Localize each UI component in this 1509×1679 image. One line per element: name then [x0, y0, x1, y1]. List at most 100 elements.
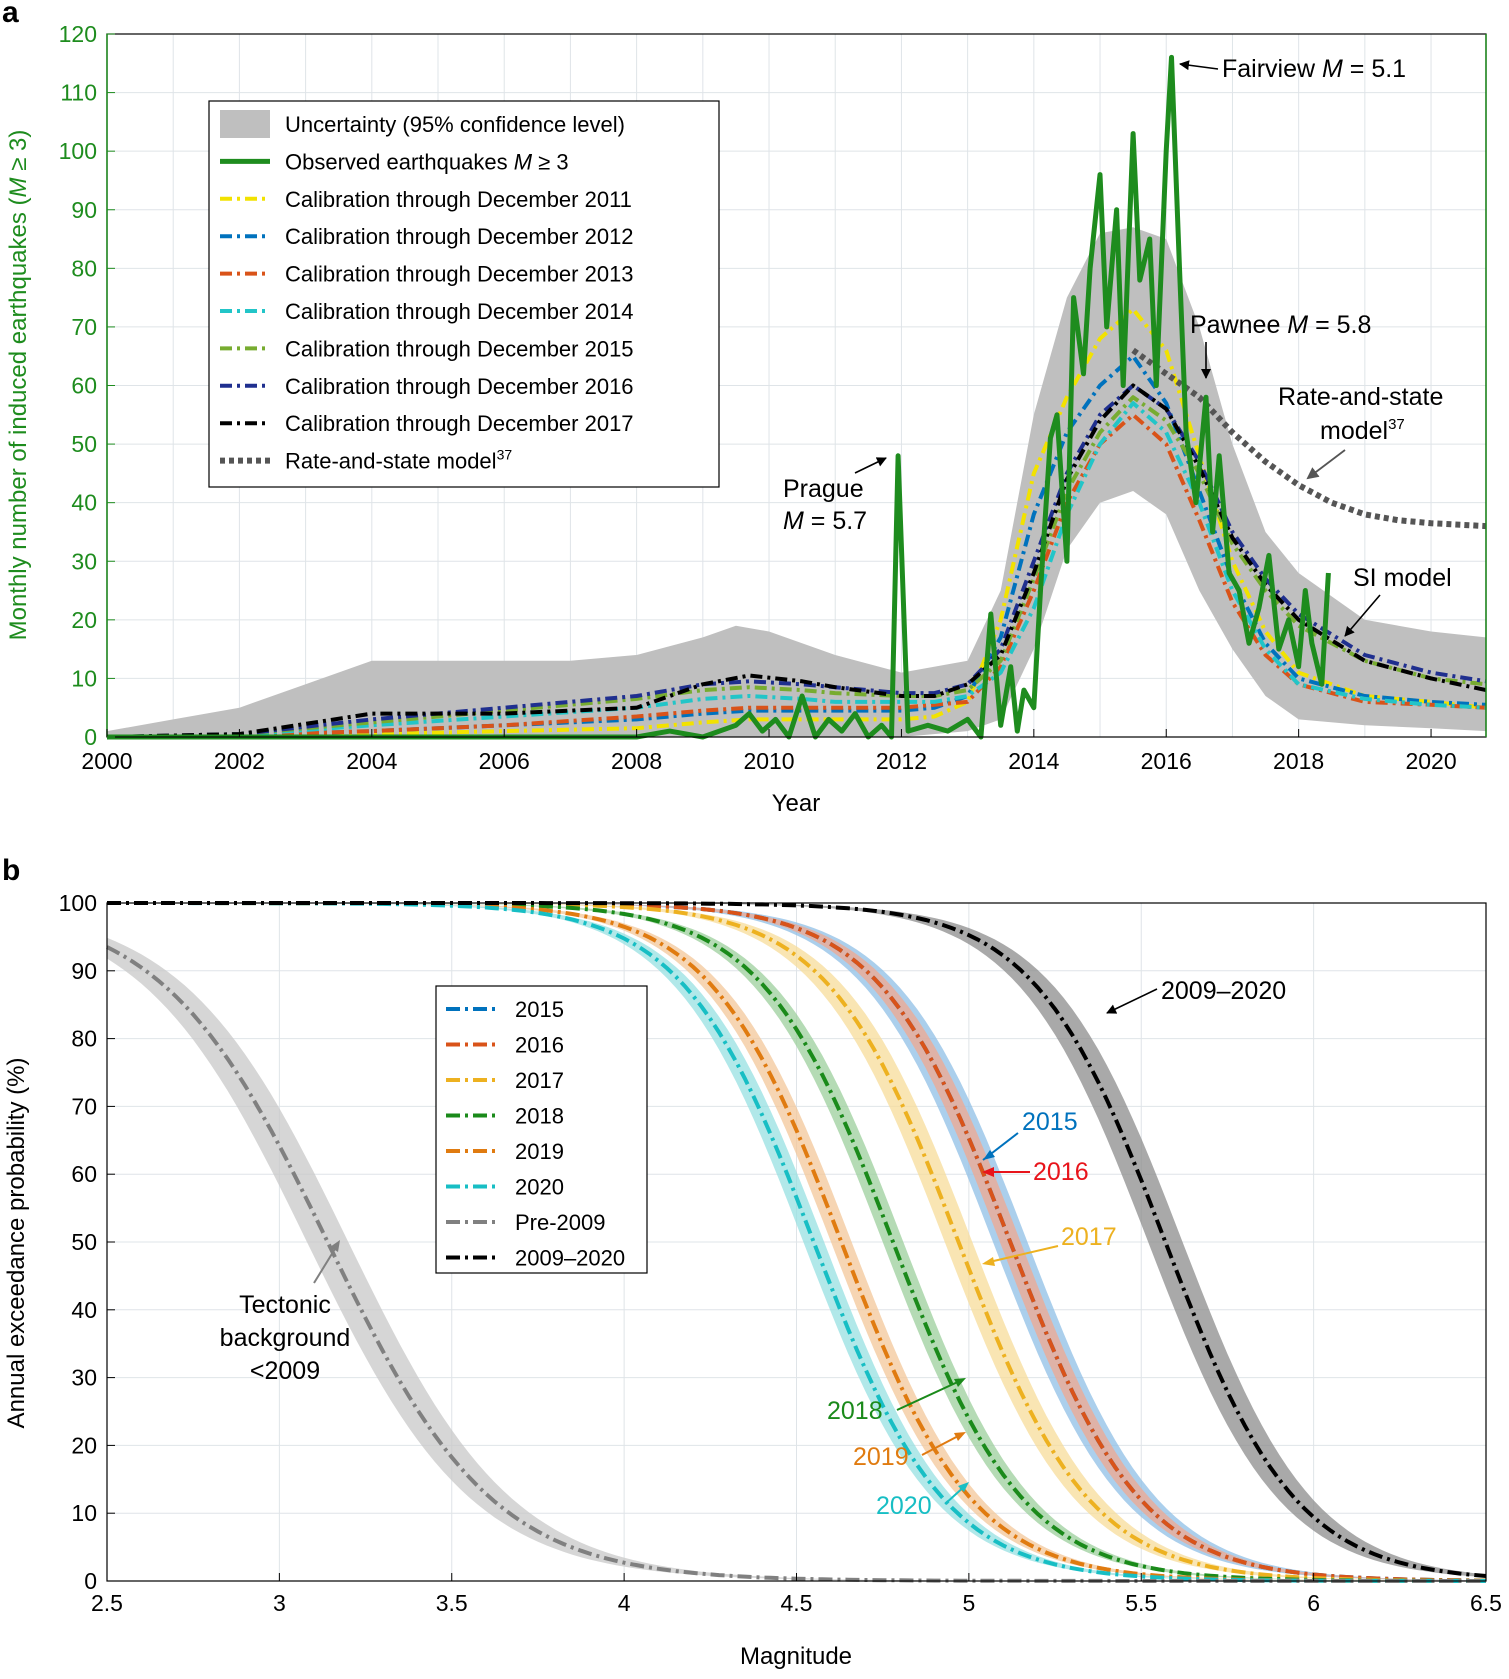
si-model-arrow	[1344, 594, 1381, 637]
pawnee-label: Pawnee M = 5.8	[1190, 311, 1371, 339]
x-tick-label: 2000	[81, 748, 132, 774]
legend-item: 2018	[446, 1104, 564, 1129]
legend-item: Uncertainty (95% confidence level)	[220, 110, 625, 138]
series-line-5	[106, 395, 1487, 739]
arrow-2018	[896, 1379, 963, 1411]
tectonic-arrowhead	[330, 1240, 340, 1252]
panel-b: b 2.5 3 3.5 4 4.5 5 5.5 6 6.5 0 10 20 30 40 50 60 70 80 90…	[2, 854, 1502, 1670]
legend-label: Calibration through December 2012	[285, 224, 634, 249]
x-tick-label: 2012	[876, 748, 927, 774]
y-tick-label: 10	[71, 1500, 97, 1526]
panel-b-x-title: Magnitude	[740, 1643, 852, 1670]
y-tick-label: 10	[71, 665, 97, 691]
rate-state-arrow	[1306, 449, 1346, 480]
series-line-8	[1131, 347, 1487, 530]
y-tick-label: 0	[84, 1568, 97, 1594]
arrow-2017	[984, 1245, 1059, 1264]
arrowhead-2018	[954, 1378, 966, 1387]
panel-a-legend-box	[208, 100, 720, 488]
y-tick-label: 80	[71, 1026, 97, 1052]
legend-label: Calibration through December 2017	[285, 411, 634, 436]
panel-b-annotations: 2015 2016 2017 2018 2019 2020 2009–2020 …	[220, 977, 1286, 1520]
x-tick-label: 6	[1307, 1590, 1320, 1616]
y-tick-label: 40	[71, 1297, 97, 1323]
prague-label-line1: Prague	[783, 475, 864, 503]
panel-a-series	[106, 54, 1487, 740]
legend-label: Observed earthquakes M ≥ 3	[285, 149, 569, 174]
x-tick-label: 4	[618, 1590, 631, 1616]
x-tick-label: 6.5	[1470, 1590, 1502, 1616]
panel-b-ticks: 2.5 3 3.5 4 4.5 5 5.5 6 6.5 0 10 20 30 40 50 60 70 80 90 10…	[59, 890, 1502, 1616]
y-tick-label: 110	[60, 80, 97, 106]
y-tick-label: 90	[71, 197, 97, 223]
legend-item: Calibration through December 2011	[220, 187, 632, 212]
y-tick-label: 20	[71, 1432, 97, 1458]
rate-state-label-line1: Rate-and-state	[1278, 383, 1443, 411]
tectonic-line2: background	[220, 1324, 351, 1352]
legend-item: Observed earthquakes M ≥ 3	[220, 149, 569, 174]
y-tick-label: 50	[71, 1229, 97, 1255]
label-2020: 2020	[876, 1492, 932, 1520]
legend-label: 2015	[515, 997, 564, 1022]
series-line-1	[106, 307, 1487, 739]
panel-a-ticks: 2000 2002 2004 2006 2008 2010 2012 2014 2016 2018…	[59, 21, 1457, 774]
x-tick-label: 2008	[611, 748, 662, 774]
legend-label: Calibration through December 2015	[285, 336, 634, 361]
x-tick-label: 2.5	[91, 1590, 123, 1616]
x-tick-label: 2004	[346, 748, 397, 774]
y-tick-label: 60	[71, 373, 97, 399]
label-2019: 2019	[853, 1443, 909, 1471]
x-tick-label: 2018	[1273, 748, 1324, 774]
panel-b-bands	[107, 903, 1486, 1581]
y-tick-label: 80	[71, 255, 97, 281]
x-tick-label: 2020	[1405, 748, 1456, 774]
y-tick-label: 90	[71, 958, 97, 984]
y-tick-label: 20	[71, 607, 97, 633]
y-tick-label: 0	[84, 724, 97, 750]
panel-a-y-title: Monthly number of induced earthquakes (M…	[5, 130, 32, 641]
legend-item: Pre-2009	[446, 1210, 606, 1235]
x-tick-label: 2010	[743, 748, 794, 774]
x-tick-label: 2014	[1008, 748, 1059, 774]
y-tick-label: 120	[59, 21, 97, 47]
legend-item: Calibration through December 2014	[220, 299, 634, 324]
arrowhead-2017	[982, 1257, 995, 1266]
prague-label-line2: M = 5.7	[783, 507, 867, 535]
y-tick-label: 30	[71, 1365, 97, 1391]
series-line-3	[106, 412, 1487, 739]
legend-item: 2019	[446, 1139, 564, 1164]
prague-arrow	[854, 457, 887, 474]
tectonic-arrow	[313, 1243, 339, 1284]
arrow-2019	[921, 1433, 963, 1456]
y-tick-label: 50	[71, 431, 97, 457]
y-tick-label: 60	[71, 1161, 97, 1187]
panel-a: a 2000 2002 2004 2006 2008 2010 2012 2014 2016 20…	[2, 0, 1487, 817]
x-tick-label: 4.5	[781, 1590, 813, 1616]
panel-b-letter: b	[2, 854, 20, 887]
legend-item: Calibration through December 2015	[220, 336, 634, 361]
legend-label: Calibration through December 2016	[285, 374, 634, 399]
label-2009-2020: 2009–2020	[1161, 977, 1286, 1005]
panel-b-y-title: Annual exceedance probability (%)	[3, 1058, 30, 1429]
legend-label: Calibration through December 2013	[285, 262, 634, 287]
label-2016: 2016	[1033, 1158, 1089, 1186]
legend-swatch	[220, 110, 270, 138]
legend-label: 2020	[515, 1175, 564, 1200]
legend-item: 2016	[446, 1033, 564, 1058]
x-tick-label: 3	[273, 1590, 286, 1616]
series-line-0	[107, 54, 1331, 740]
panel-a-letter: a	[2, 0, 19, 29]
y-tick-label: 40	[71, 490, 97, 516]
tectonic-line1: Tectonic	[239, 1291, 331, 1319]
rate-state-label-line2: model37	[1320, 416, 1405, 445]
y-tick-label: 30	[71, 548, 97, 574]
x-tick-label: 2006	[479, 748, 530, 774]
arrowhead-2015	[983, 1150, 995, 1160]
legend-label: 2017	[515, 1068, 564, 1093]
panel-a-annotations: Fairview M = 5.1 Pawnee M = 5.8 Prague M…	[783, 55, 1452, 637]
y-tick-label: 70	[71, 314, 97, 340]
legend-item: 2020	[446, 1175, 564, 1200]
x-tick-label: 5	[962, 1590, 975, 1616]
